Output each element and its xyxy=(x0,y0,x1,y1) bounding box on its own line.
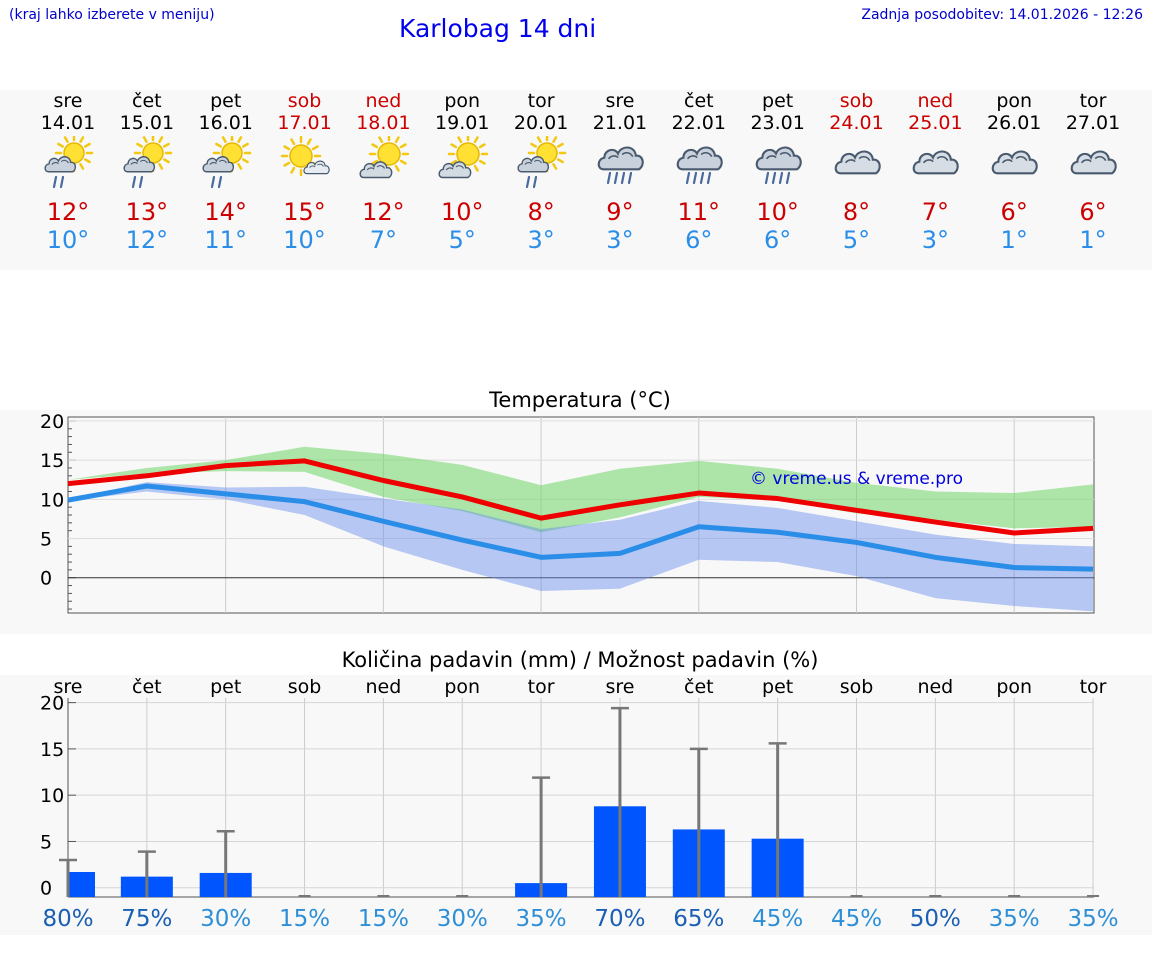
max-temperature: 7° xyxy=(921,198,949,226)
day-date: 27.01 xyxy=(1065,112,1121,134)
min-temperature: 3° xyxy=(921,226,949,254)
location-hint: (kraj lahko izberete v meniju) xyxy=(9,7,215,23)
max-temperature: 10° xyxy=(440,198,484,226)
cloud-icon xyxy=(1067,136,1119,192)
max-temperature: 12° xyxy=(362,198,405,226)
day-name: čet xyxy=(684,90,714,112)
day-date: 23.01 xyxy=(750,112,805,134)
min-temperature: 5° xyxy=(842,226,871,254)
min-temperature: 3° xyxy=(527,226,555,254)
max-temperature: 9° xyxy=(606,198,634,226)
day-date: 18.01 xyxy=(356,112,411,134)
day-name: tor xyxy=(1079,90,1107,112)
max-temperature: 11° xyxy=(677,198,721,226)
sun-cloud-icon xyxy=(436,133,489,192)
day-date: 25.01 xyxy=(908,112,963,134)
max-temperature: 6° xyxy=(1079,198,1107,226)
min-temperature: 11° xyxy=(204,226,247,254)
day-date: 21.01 xyxy=(592,112,648,134)
day-date: 19.01 xyxy=(435,112,490,134)
day-name: ned xyxy=(917,90,954,112)
sun-cloud-rain-icon xyxy=(121,133,173,192)
day-name: tor xyxy=(527,90,555,112)
max-temperature: 6° xyxy=(1000,198,1028,226)
day-date: 26.01 xyxy=(986,112,1042,134)
forecast-strip-background xyxy=(0,90,1152,270)
min-temperature: 10° xyxy=(283,226,326,254)
temperature-chart-title: Temperatura (°C) xyxy=(489,388,671,412)
precipitation-chart-title: Količina padavin (mm) / Možnost padavin … xyxy=(341,648,819,672)
max-temperature: 14° xyxy=(204,198,247,226)
day-name: sob xyxy=(287,90,322,112)
day-name: ned xyxy=(365,90,402,112)
day-name: sre xyxy=(53,90,83,112)
day-name: pon xyxy=(444,90,481,112)
day-date: 14.01 xyxy=(40,112,96,134)
day-name: sre xyxy=(605,90,635,112)
max-temperature: 10° xyxy=(756,198,799,226)
sun-cloud-rain-icon xyxy=(200,133,252,192)
min-temperature: 7° xyxy=(369,226,398,254)
sun-cloud-rain-icon xyxy=(42,133,94,192)
last-update: Zadnja posodobitev: 14.01.2026 - 12:26 xyxy=(861,7,1143,23)
cloud-rain-icon xyxy=(673,136,725,192)
day-date: 20.01 xyxy=(513,112,569,134)
day-name: pet xyxy=(210,90,242,112)
sun-cloud-icon xyxy=(357,133,410,192)
cloud-icon xyxy=(831,136,883,192)
day-date: 17.01 xyxy=(277,112,332,134)
cloud-rain-icon xyxy=(752,136,804,192)
max-temperature: 8° xyxy=(842,198,871,226)
min-temperature: 3° xyxy=(606,226,634,254)
day-date: 16.01 xyxy=(198,112,253,134)
min-temperature: 12° xyxy=(125,226,169,254)
min-temperature: 5° xyxy=(448,226,476,254)
min-temperature: 10° xyxy=(46,226,90,254)
cloud-icon xyxy=(988,136,1040,192)
min-temperature: 6° xyxy=(764,226,792,254)
day-date: 15.01 xyxy=(119,112,175,134)
min-temperature: 1° xyxy=(1000,226,1028,254)
max-temperature: 12° xyxy=(46,198,90,226)
precipitation-chart-background xyxy=(0,675,1152,935)
min-temperature: 6° xyxy=(685,226,713,254)
day-date: 24.01 xyxy=(829,112,884,134)
min-temperature: 1° xyxy=(1079,226,1107,254)
max-temperature: 15° xyxy=(283,198,326,226)
sun-cloud-rain-icon xyxy=(515,133,567,192)
page-title[interactable]: Karlobag 14 dni xyxy=(399,14,597,43)
day-name: pon xyxy=(996,90,1033,112)
day-date: 22.01 xyxy=(671,112,726,134)
temperature-chart-background xyxy=(0,410,1152,634)
max-temperature: 8° xyxy=(527,198,555,226)
max-temperature: 13° xyxy=(125,198,169,226)
day-name: sob xyxy=(839,90,874,112)
cloud-rain-icon xyxy=(594,136,646,192)
cloud-icon xyxy=(909,136,961,192)
day-name: pet xyxy=(762,90,794,112)
day-name: čet xyxy=(132,90,162,112)
sun-small-cloud-icon xyxy=(279,135,331,192)
